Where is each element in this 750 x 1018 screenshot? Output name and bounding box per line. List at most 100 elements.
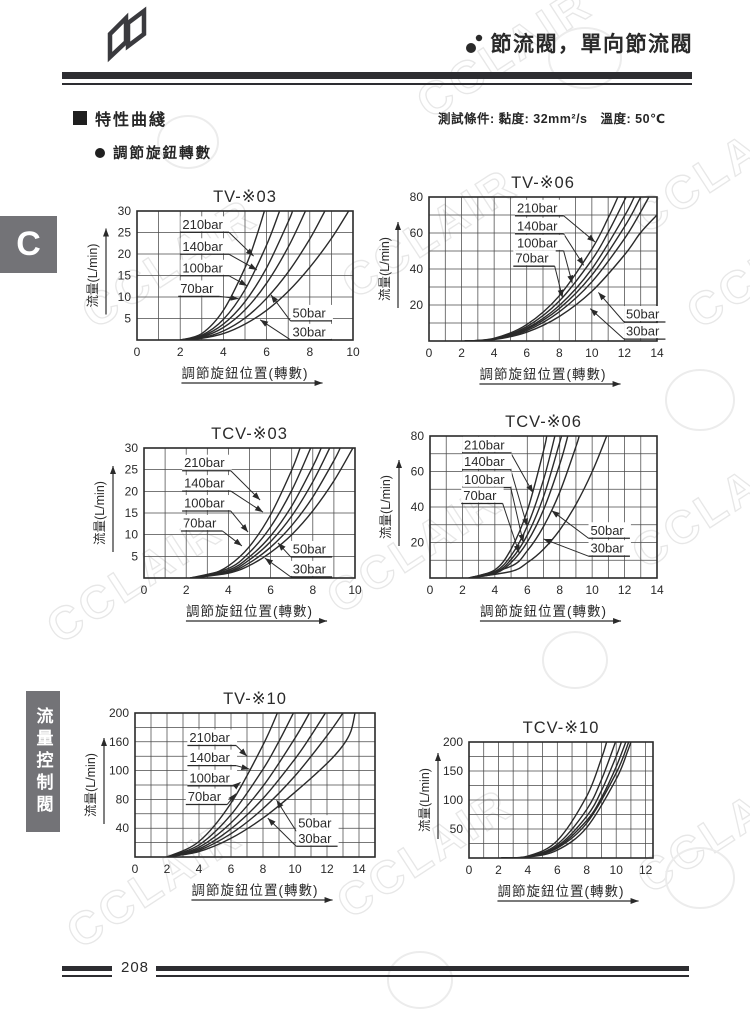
y-tick-label: 5 — [124, 312, 131, 326]
y-tick-label: 25 — [125, 463, 139, 477]
y-tick-label: 80 — [410, 190, 424, 204]
x-tick-label: 6 — [523, 346, 530, 360]
category-vertical-tab: 流量控制閥 — [26, 691, 60, 832]
footer-bar-right — [156, 966, 689, 971]
pressure-label: 70bar — [180, 281, 214, 296]
test-conditions: 測試條件: 黏度: 32mm²/s 溫度: 50℃ — [438, 112, 666, 126]
y-tick-label: 30 — [118, 204, 132, 218]
chart-title: TV-※03 — [213, 188, 277, 206]
curve-210bar — [468, 436, 548, 578]
y-axis-label: 流量(L/min) — [93, 481, 107, 545]
pressure-label: 70bar — [463, 488, 497, 503]
brand-logo-icon — [107, 6, 147, 63]
y-tick-label: 100 — [109, 764, 129, 778]
pressure-label: 70bar — [183, 515, 217, 530]
y-axis-label: 流量(L/min) — [86, 244, 100, 308]
page-number: 208 — [121, 959, 150, 976]
footer-bar-left — [62, 966, 112, 971]
curve-140bar — [190, 448, 312, 578]
footer-line-left — [62, 975, 112, 977]
y-tick-label: 25 — [118, 226, 132, 240]
y-tick-label: 80 — [411, 429, 425, 443]
x-tick-label: 2 — [495, 863, 502, 877]
x-tick-label: 10 — [585, 583, 599, 597]
chart-tcv10: 0 2 4 6 8 10 12 50 100 150 200 TCV-※10 調節旋鈕位置(轉數) 流量(… — [411, 716, 665, 912]
curve-100bar — [190, 448, 322, 578]
x-axis-label: 調節旋鈕位置(轉數) — [192, 883, 319, 898]
y-tick-label: 15 — [125, 506, 139, 520]
curve-50bar — [166, 713, 344, 857]
y-tick-label: 60 — [410, 226, 424, 240]
pressure-label: 70bar — [515, 251, 549, 266]
x-tick-label: 14 — [650, 583, 664, 597]
chart-title: TCV-※10 — [523, 719, 600, 737]
x-tick-label: 10 — [348, 583, 362, 597]
x-tick-label: 14 — [650, 346, 664, 360]
x-tick-label: 8 — [306, 345, 313, 359]
chart-title: TV-※10 — [223, 690, 287, 708]
x-tick-label: 4 — [196, 862, 203, 876]
x-tick-label: 8 — [583, 863, 590, 877]
pressure-label: 210bar — [189, 730, 230, 745]
curve-70bar — [166, 713, 326, 857]
pressure-label: 50bar — [626, 307, 660, 322]
x-tick-label: 6 — [228, 862, 235, 876]
curve-210bar — [179, 211, 266, 340]
title-dots-icon — [465, 34, 482, 53]
curve-100bar — [180, 211, 294, 340]
x-tick-label: 2 — [183, 583, 190, 597]
tcv10-curves — [501, 742, 632, 858]
x-tick-label: 0 — [141, 583, 148, 597]
pressure-label: 30bar — [298, 831, 332, 846]
y-tick-label: 20 — [410, 298, 424, 312]
y-tick-label: 100 — [443, 793, 463, 807]
pressure-label: 30bar — [293, 324, 327, 339]
x-tick-label: 0 — [466, 863, 473, 877]
curve-100bar — [166, 713, 311, 857]
y-tick-label: 50 — [450, 822, 464, 836]
x-tick-label: 6 — [267, 583, 274, 597]
header-rule-thin — [62, 83, 692, 85]
tv03-plot: 210bar 140bar 100bar 70bar 50bar 30bar 0 2 4 6 8 10… — [86, 188, 360, 386]
y-tick-label: 60 — [411, 465, 425, 479]
pressure-label: 30bar — [591, 541, 625, 556]
sub-heading-label: 調節旋鈕轉數 — [113, 146, 212, 162]
pressure-label: 140bar — [189, 750, 230, 765]
y-tick-label: 40 — [116, 821, 130, 835]
x-tick-label: 12 — [320, 862, 334, 876]
x-tick-label: 10 — [288, 862, 302, 876]
pressure-label: 100bar — [464, 472, 505, 487]
circle-bullet-icon — [95, 147, 105, 158]
x-tick-label: 4 — [491, 346, 498, 360]
pressure-label: 210bar — [517, 200, 558, 215]
section-index-tab: C — [0, 216, 57, 273]
curve-30bar — [464, 214, 657, 341]
x-tick-label: 2 — [458, 346, 465, 360]
curve-70bar — [190, 448, 331, 578]
header: 節流閥，單向節流閥 — [465, 32, 694, 58]
x-tick-label: 10 — [585, 346, 599, 360]
pressure-label: 50bar — [298, 816, 332, 831]
x-tick-label: 12 — [618, 583, 632, 597]
pressure-label: 210bar — [184, 455, 225, 470]
y-tick-label: 10 — [118, 290, 132, 304]
chart-tv06: 210bar 140bar 100bar 70bar 50bar 30bar 0 2 4 6 8 10… — [371, 171, 669, 395]
x-tick-label: 0 — [134, 345, 141, 359]
curve-70bar — [468, 436, 569, 578]
header-rule-thick — [62, 72, 692, 79]
x-tick-label: 6 — [524, 583, 531, 597]
y-tick-label: 40 — [411, 500, 425, 514]
y-tick-label: 80 — [116, 792, 130, 806]
x-tick-label: 12 — [639, 863, 653, 877]
y-tick-label: 15 — [118, 269, 132, 283]
x-tick-label: 12 — [618, 346, 632, 360]
y-tick-label: 160 — [109, 735, 129, 749]
section-heading-label: 特性曲綫 — [95, 112, 168, 129]
x-axis-label: 調節旋鈕位置(轉數) — [480, 367, 607, 382]
curve-30bar — [166, 713, 356, 857]
x-tick-label: 0 — [427, 583, 434, 597]
tcv06-curves — [468, 436, 608, 578]
